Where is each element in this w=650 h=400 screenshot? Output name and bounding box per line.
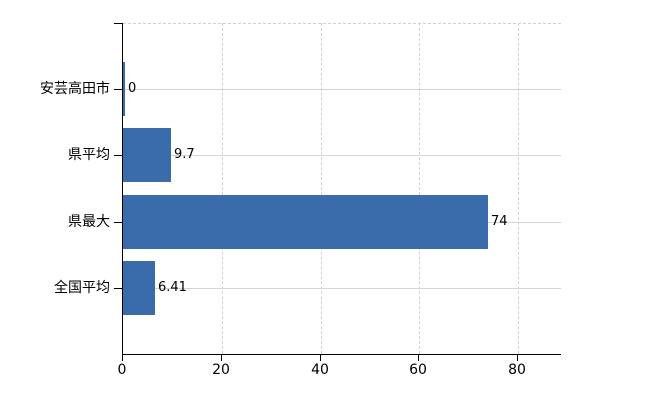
value-label: 9.7 [174, 147, 195, 162]
h-gridline [123, 89, 561, 90]
y-tick [114, 288, 122, 289]
v-gridline [321, 23, 322, 354]
x-tick [320, 355, 321, 361]
y-tick [114, 89, 122, 90]
category-label: 県平均 [68, 147, 110, 163]
v-gridline [222, 23, 223, 354]
x-tick [221, 355, 222, 361]
category-label: 県最大 [68, 214, 110, 230]
v-gridline [518, 23, 519, 354]
x-tick [517, 355, 518, 361]
value-label: 0 [128, 81, 137, 96]
y-tick [114, 155, 122, 156]
h-gridline [123, 155, 561, 156]
h-gridline [123, 288, 561, 289]
x-tick-label: 40 [311, 362, 329, 378]
bar-2 [123, 195, 488, 249]
x-tick [122, 355, 123, 361]
y-tick [114, 222, 122, 223]
x-tick-label: 20 [212, 362, 230, 378]
bar-0 [123, 62, 125, 116]
x-tick-label: 60 [409, 362, 427, 378]
x-tick-label: 80 [508, 362, 526, 378]
value-label: 6.41 [158, 280, 187, 295]
bar-3 [123, 261, 155, 315]
x-tick [418, 355, 419, 361]
plot-area: 0 9.7 74 6.41 [122, 23, 561, 355]
y-axis-end-tick [114, 23, 122, 24]
plot-top-border [123, 23, 561, 24]
v-gridline [419, 23, 420, 354]
x-tick-label: 0 [117, 362, 127, 378]
category-label: 安芸高田市 [40, 81, 110, 97]
bar-1 [123, 128, 171, 182]
value-label: 74 [491, 214, 508, 229]
category-label: 全国平均 [54, 280, 110, 296]
